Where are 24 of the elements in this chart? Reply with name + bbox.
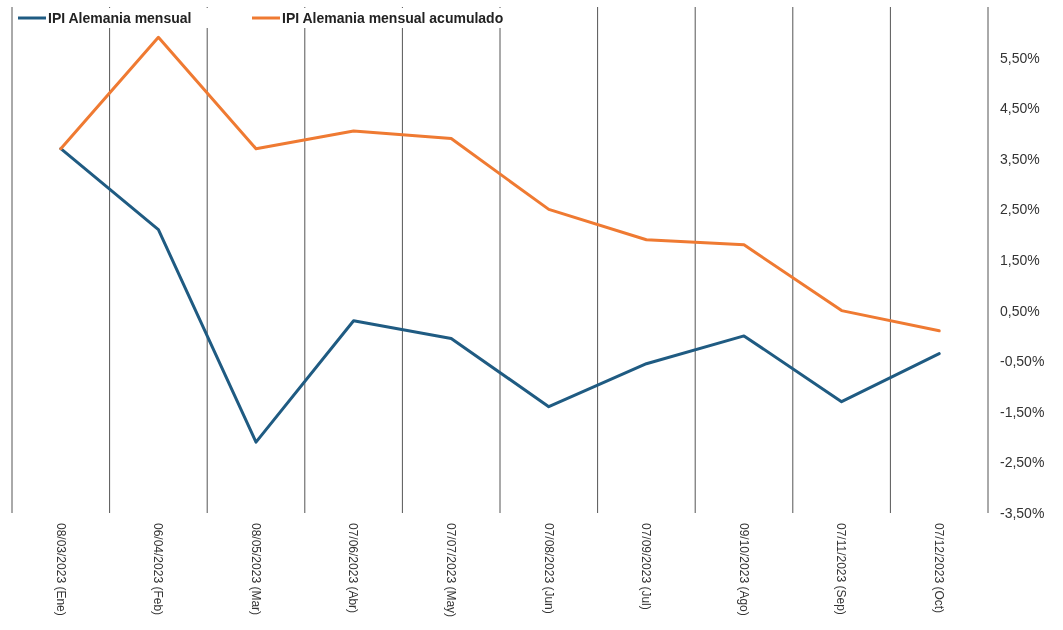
- line-series: [59, 147, 941, 444]
- x-tick-label: 07/06/2023 (Abr): [346, 523, 361, 614]
- y-tick-label: 0,50%: [1000, 302, 1040, 319]
- y-tick-label: -3,50%: [1000, 504, 1045, 521]
- y-tick-label: 5,50%: [1000, 49, 1040, 66]
- y-tick-label: 4,50%: [1000, 100, 1040, 117]
- y-tick-label: -0,50%: [1000, 353, 1045, 370]
- x-tick-label: 07/09/2023 (Jul): [639, 523, 654, 610]
- legend-label: IPI Alemania mensual acumulado: [282, 9, 504, 26]
- y-tick-label: -1,50%: [1000, 403, 1045, 420]
- x-tick-label: 08/05/2023 (Mar): [248, 523, 263, 616]
- x-tick-label: 07/12/2023 (Oct): [932, 523, 946, 614]
- y-tick-label: -2,50%: [1000, 454, 1045, 471]
- x-tick-label: 07/08/2023 (Jun): [541, 523, 556, 614]
- x-tick-label: 07/07/2023 (May): [444, 523, 458, 618]
- line-series: [59, 35, 941, 333]
- x-tick-label: 07/11/2023 (Sep): [834, 523, 849, 615]
- y-tick-label: 1,50%: [1000, 251, 1040, 268]
- legend-label: IPI Alemania mensual: [48, 9, 192, 26]
- x-tick-label: 09/10/2023 (Ago): [736, 523, 751, 616]
- y-tick-label: 2,50%: [1000, 201, 1040, 218]
- x-tick-label: 08/03/2023 (Ene): [53, 523, 68, 616]
- x-tick-label: 06/04/2023 (Feb): [151, 523, 166, 616]
- y-tick-label: 3,50%: [1000, 150, 1040, 167]
